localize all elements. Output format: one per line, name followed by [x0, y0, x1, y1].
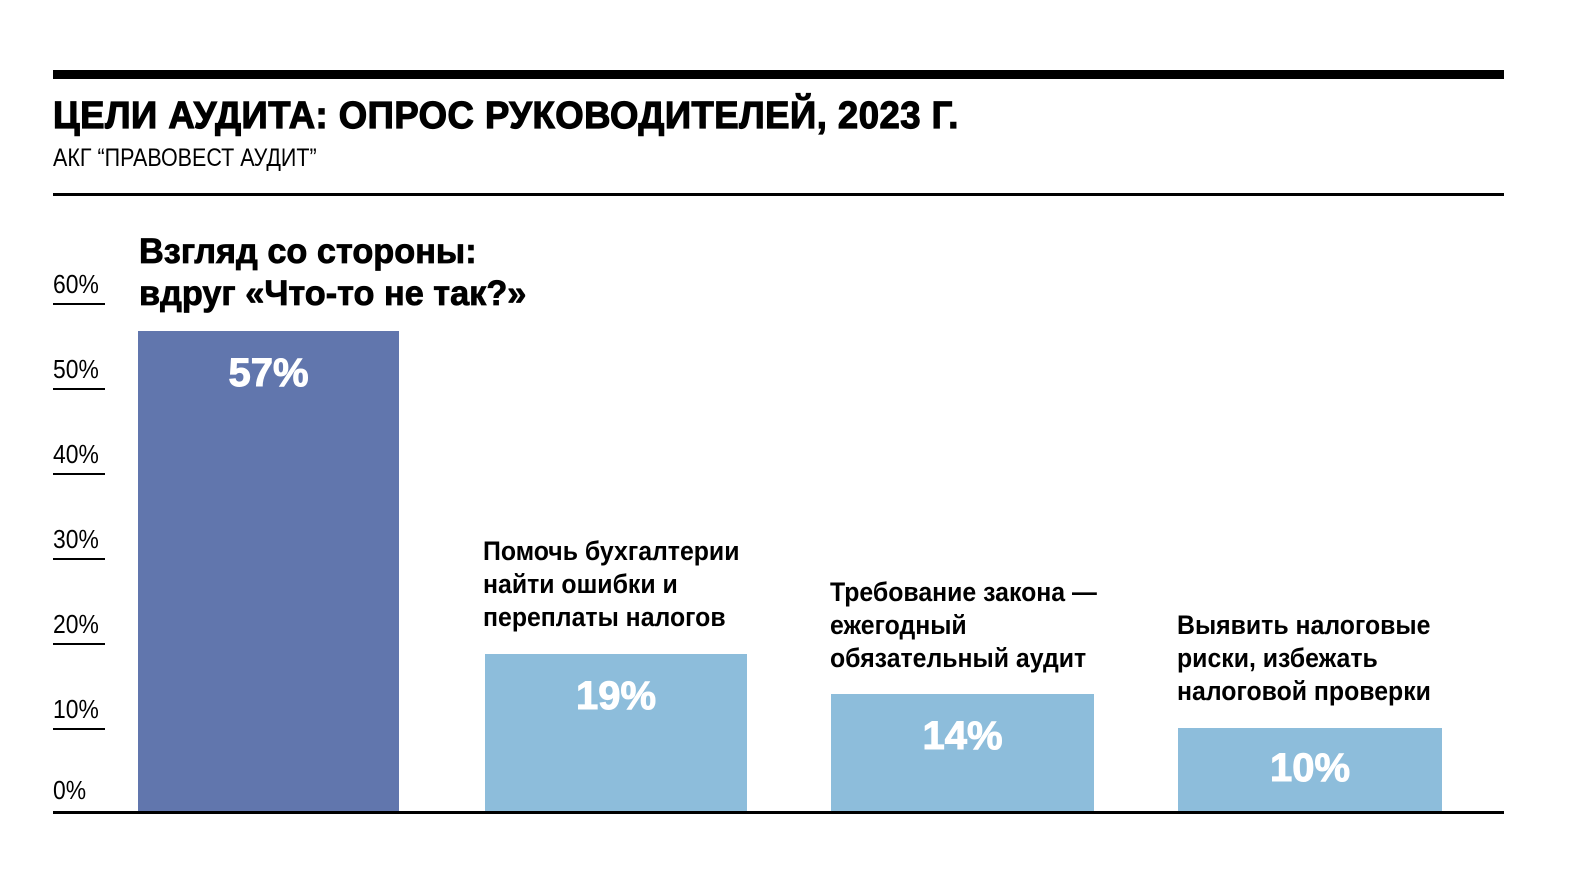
y-tick-line — [53, 728, 105, 730]
bar-label-line: Помочь бухгалтерии — [483, 536, 740, 566]
y-tick-label: 60% — [53, 269, 99, 299]
y-tick-60: 60% — [53, 265, 105, 305]
bar-value-label: 19% — [575, 674, 657, 719]
bar-label-line: переплаты налогов — [483, 602, 726, 632]
y-tick-50: 50% — [53, 350, 105, 390]
bar-label-line: Выявить налоговые — [1177, 610, 1431, 640]
chart-title: ЦЕЛИ АУДИТА: ОПРОС РУКОВОДИТЕЛЕЙ, 2023 Г… — [52, 94, 959, 137]
bar-label-line: обязательный аудит — [830, 643, 1087, 673]
y-tick-10: 10% — [53, 690, 105, 730]
bar-label-line: налоговой проверки — [1177, 676, 1431, 706]
bar-label-line: Взгляд со стороны: — [139, 232, 477, 272]
bar-label-line: найти ошибки и — [483, 569, 678, 599]
bar-tax-risks: 10% — [1178, 728, 1442, 812]
bar-label-legal-requirement: Требование закона — ежегодный обязательн… — [830, 576, 1097, 675]
bar-label-line: вдруг «Что-то не так?» — [139, 274, 527, 314]
y-tick-label: 20% — [53, 609, 99, 639]
y-tick-label: 30% — [53, 524, 99, 554]
y-tick-0: 0% — [53, 770, 105, 813]
y-tick-line — [53, 473, 105, 475]
header-divider — [53, 193, 1504, 196]
bar-label-tax-risks: Выявить налоговые риски, избежать налого… — [1177, 609, 1431, 708]
bar-label-line: ежегодный — [830, 610, 967, 640]
y-tick-line — [53, 388, 105, 390]
y-tick-40: 40% — [53, 435, 105, 475]
bar-value-label: 57% — [228, 351, 309, 396]
bar-help-accounting: 19% — [485, 654, 747, 812]
y-tick-line — [53, 558, 105, 560]
bar-label-help-accounting: Помочь бухгалтерии найти ошибки и перепл… — [483, 535, 739, 634]
bar-value-label: 10% — [1269, 746, 1351, 791]
bar-outside-view: 57% — [138, 331, 399, 812]
chart-source: АКГ “ПРАВОВЕСТ АУДИТ” — [53, 144, 317, 172]
y-tick-line — [53, 303, 105, 305]
x-axis-baseline — [53, 811, 1504, 814]
bar-value-label: 14% — [922, 714, 1003, 759]
y-tick-label: 50% — [53, 354, 99, 384]
bar-label-line: Требование закона — — [830, 577, 1097, 607]
y-tick-20: 20% — [53, 605, 105, 645]
y-tick-label: 40% — [53, 439, 99, 469]
y-tick-30: 30% — [53, 520, 105, 560]
y-tick-label: 10% — [53, 694, 99, 724]
y-tick-line — [53, 643, 105, 645]
bar-legal-requirement: 14% — [831, 694, 1094, 812]
y-tick-label: 0% — [53, 775, 87, 805]
bar-label-outside-view: Взгляд со стороны: вдруг «Что-то не так?… — [139, 231, 527, 315]
bar-label-line: риски, избежать — [1177, 643, 1378, 673]
top-rule — [53, 70, 1504, 79]
